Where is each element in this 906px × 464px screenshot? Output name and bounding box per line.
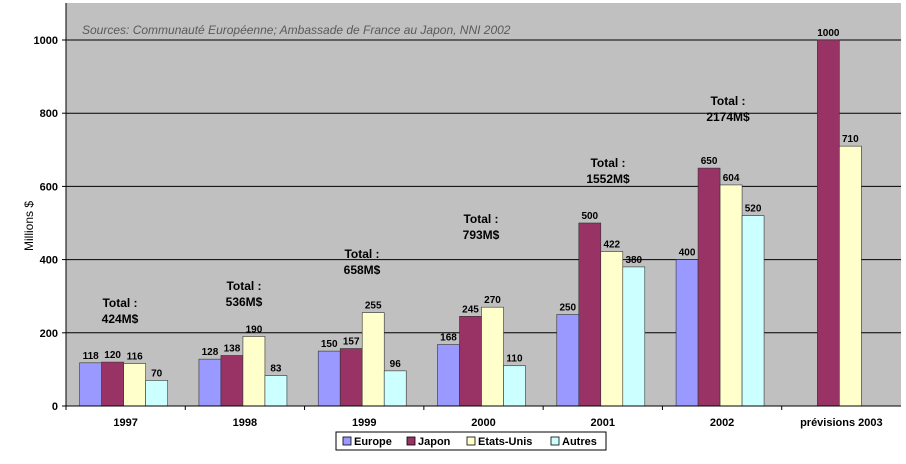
x-category-label: 1998 (233, 417, 257, 429)
total-annotation-value: 424M$ (102, 312, 139, 326)
value-label: 500 (581, 211, 598, 222)
x-category-label: 2001 (591, 417, 615, 429)
total-annotation-label: Total : (226, 279, 261, 293)
total-annotation-label: Total : (710, 94, 745, 108)
bar-autres-1997 (145, 380, 168, 407)
source-note: Sources: Communauté Européenne; Ambassad… (82, 23, 511, 37)
x-category-label: 1997 (113, 417, 137, 429)
value-label: 380 (625, 255, 642, 266)
bar-autres-2001 (622, 266, 646, 407)
legend: Europe Japon Etats-Unis Autres (335, 431, 607, 451)
bar-autres-1999 (383, 370, 407, 407)
y-tick-label: 400 (40, 255, 58, 267)
bar-europe-2001 (556, 314, 580, 407)
bar-japon-1997 (101, 361, 124, 407)
y-tick-label: 1000 (34, 35, 58, 47)
bar-etats-unis-1998 (242, 336, 266, 407)
legend-label: Autres (562, 436, 597, 448)
total-annotation-value: 2174M$ (706, 110, 750, 124)
x-category-label: 1999 (352, 417, 376, 429)
bar-etats-unis-2002 (719, 184, 743, 407)
bar-japon-2000 (459, 316, 482, 407)
bar-japon-1999 (339, 348, 363, 407)
y-axis-title: Millions $ (22, 201, 36, 251)
bar-autres-2002 (741, 215, 765, 407)
bar-etats-unis-prévisions-2003 (839, 145, 862, 407)
value-label: 150 (321, 339, 338, 350)
bar-autres-1998 (264, 375, 288, 407)
value-label: 255 (365, 301, 382, 312)
value-label: 422 (603, 240, 620, 251)
value-label: 604 (723, 173, 740, 184)
y-tick-label: 800 (40, 108, 58, 120)
value-label: 96 (390, 359, 402, 370)
total-annotation-label: Total : (102, 296, 137, 310)
y-axis-ticks: 0 200 400 600 800 1000 (34, 35, 66, 413)
value-label: 118 (83, 351, 100, 362)
legend-swatch-europe (342, 436, 352, 446)
total-annotation-label: Total : (463, 212, 498, 226)
y-tick-label: 200 (40, 328, 58, 340)
value-label: 168 (440, 333, 457, 344)
total-annotation-label: Total : (344, 247, 379, 261)
bar-autres-2000 (503, 365, 526, 407)
legend-label: Japon (418, 436, 451, 448)
value-label: 1000 (817, 28, 840, 39)
bar-japon-2001 (578, 222, 602, 407)
value-label: 128 (202, 347, 219, 358)
value-label: 83 (270, 364, 282, 375)
value-label: 110 (506, 354, 523, 365)
legend-label: Etats-Unis (478, 436, 532, 448)
value-label: 245 (462, 304, 479, 315)
value-label: 120 (104, 350, 121, 361)
bar-europe-2002 (675, 259, 699, 407)
value-label: 250 (559, 303, 576, 314)
value-label: 157 (343, 337, 360, 348)
value-label: 400 (679, 248, 696, 259)
bar-japon-prévisions-2003 (817, 39, 840, 407)
y-tick-label: 600 (40, 181, 58, 193)
total-annotation-label: Total : (590, 156, 625, 170)
value-label: 190 (246, 324, 263, 335)
bar-etats-unis-1997 (123, 363, 146, 407)
total-annotation-value: 1552M$ (586, 172, 630, 186)
total-annotation-value: 658M$ (344, 263, 381, 277)
value-label: 138 (224, 343, 241, 354)
bar-europe-1999 (317, 350, 341, 407)
y-tick-label: 0 (52, 401, 58, 413)
bar-europe-1997 (79, 362, 102, 407)
x-axis-categories: 1997 1998 1999 2000 2001 2002 prévisions 2003 (65, 406, 883, 429)
value-label: 270 (484, 295, 501, 306)
legend-swatch-autres (550, 436, 560, 446)
bar-etats-unis-2000 (481, 306, 504, 407)
total-annotations: Total : 424M$ Total : 536M$ Total : 658M$ Tota… (102, 94, 750, 326)
bar-etats-unis-2001 (600, 251, 624, 407)
bar-etats-unis-1999 (361, 312, 385, 407)
bar-europe-2000 (437, 344, 460, 407)
legend-swatch-japon (406, 436, 416, 446)
value-label: 116 (127, 352, 144, 363)
total-annotation-value: 793M$ (463, 228, 500, 242)
value-label: 650 (701, 156, 718, 167)
x-category-label: 2002 (710, 417, 734, 429)
bar-europe-1998 (198, 358, 222, 407)
bars: 118 120 116 70 128 138 190 83 150 157 255 96 168 245 2… (79, 28, 862, 407)
x-category-label: 2000 (471, 417, 495, 429)
value-label: 710 (842, 134, 859, 145)
bar-japon-2002 (697, 167, 721, 407)
legend-swatch-etats-unis (466, 436, 476, 446)
x-category-label: prévisions 2003 (800, 417, 883, 429)
legend-label: Europe (354, 436, 392, 448)
total-annotation-value: 536M$ (226, 295, 263, 309)
value-label: 520 (745, 204, 762, 215)
value-label: 70 (151, 368, 163, 379)
bar-japon-1998 (220, 355, 244, 407)
